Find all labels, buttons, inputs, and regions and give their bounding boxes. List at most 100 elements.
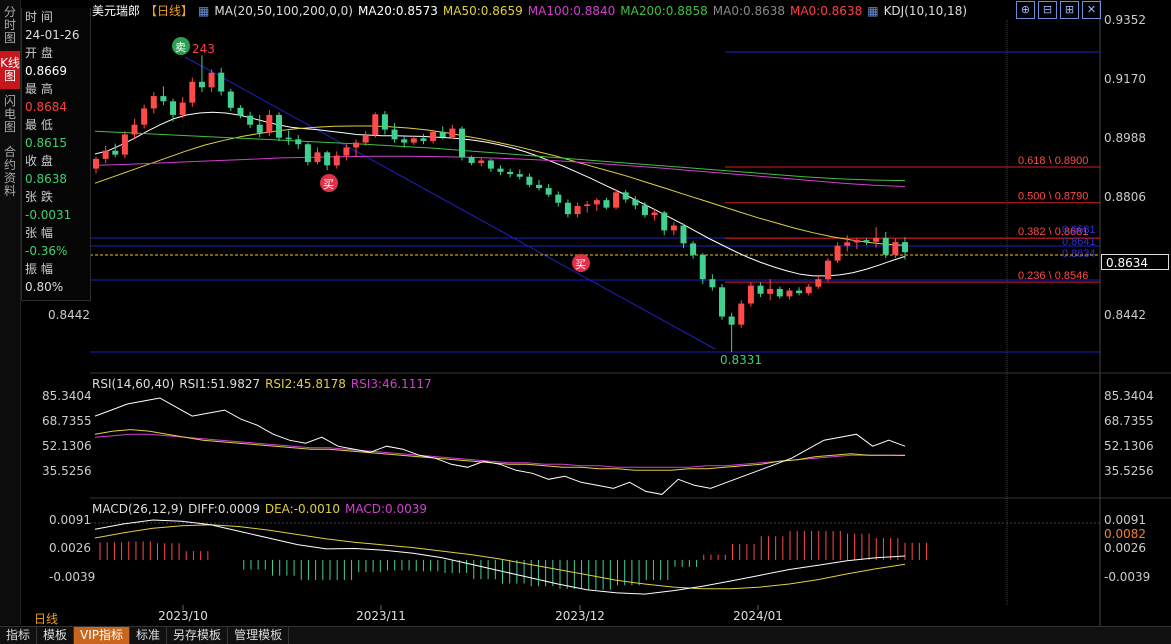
info-value: -0.0031 — [25, 208, 72, 222]
candle-body — [420, 138, 427, 141]
tab-contract[interactable]: 合约资料 — [3, 145, 16, 198]
candle-body — [680, 225, 687, 244]
kdj-label: KDJ(10,10,18) — [883, 4, 968, 18]
macd-tick: 0.0091 — [1104, 513, 1146, 527]
candle-body — [507, 171, 514, 175]
candle-body — [333, 155, 340, 166]
zoom-in-icon[interactable]: ⊞ — [1060, 1, 1079, 19]
candle-body — [536, 184, 543, 189]
candle-body — [719, 287, 726, 317]
period-label[interactable]: 日线 — [34, 612, 59, 626]
candle-body — [160, 96, 167, 102]
candle-body — [892, 242, 899, 255]
current-price-box: 0.8634 — [1101, 254, 1169, 270]
rsi-tick-left: 68.7355 — [42, 414, 92, 428]
diff-line — [94, 519, 906, 595]
candle-body — [141, 108, 148, 125]
info-label: 时 间 — [25, 10, 53, 24]
btab-indicator[interactable]: 指标 — [0, 627, 38, 644]
crosshair-icon[interactable]: ⊕ — [1016, 1, 1035, 19]
candle-body — [198, 81, 205, 88]
btab-save-template[interactable]: 另存模板 — [167, 627, 229, 644]
low-label: 0.8331 — [720, 353, 762, 367]
price-tick: 0.8806 — [1104, 190, 1146, 204]
candle-body — [324, 152, 331, 166]
candle-body — [641, 205, 648, 216]
sell-signal-text: 卖 — [175, 41, 186, 54]
chart-canvas: 0.618 \ 0.8900 0.500 \ 0.8790 0.382 \ 0.86… — [42, 0, 1171, 626]
candle-body — [824, 260, 831, 280]
candle-body — [709, 279, 716, 288]
candle-body — [613, 192, 620, 208]
tab-flash[interactable]: 闪电图 — [3, 94, 16, 134]
buy-signal-text: 买 — [323, 178, 334, 191]
rsi3-line — [94, 433, 906, 468]
candle-body — [844, 242, 851, 246]
candle-body — [690, 243, 697, 255]
tab-kline[interactable]: K线图 — [0, 51, 20, 89]
zoom-out-icon[interactable]: ⊟ — [1038, 1, 1057, 19]
rsi2-line — [94, 429, 906, 471]
info-label: 收 盘 — [25, 154, 53, 168]
btab-template[interactable]: 模板 — [37, 627, 75, 644]
candle-body — [555, 194, 562, 203]
macd-tick-left: -0.0039 — [49, 570, 95, 584]
candle-body — [526, 176, 533, 185]
diff-value: DIFF:0.0009 — [188, 502, 260, 516]
fib-blue-label: 0.8641 — [1062, 236, 1096, 248]
rsi3-value: RSI3:46.1117 — [350, 377, 432, 391]
candle-body — [516, 174, 523, 177]
rsi-tick: 52.1306 — [1104, 439, 1154, 453]
candle-body — [295, 139, 302, 145]
candle-body — [353, 142, 360, 148]
rsi-tick-left: 85.3404 — [42, 389, 92, 403]
candle-body — [834, 245, 841, 261]
rsi-header: RSI(14,60,40) RSI1:51.9827 RSI2:45.8178 RSI… — [92, 377, 437, 391]
info-label: 张 跌 — [25, 190, 53, 204]
candle-body — [670, 225, 677, 231]
ma-label: MA(20,50,100,200,0,0) — [214, 4, 353, 18]
candle-body — [622, 192, 629, 200]
price-tick: 0.8988 — [1104, 131, 1146, 145]
candle-body — [661, 212, 668, 231]
candle-body — [189, 81, 196, 103]
candle-body — [767, 288, 774, 294]
info-value: 24-01-26 — [25, 28, 80, 42]
price-tick: 0.8442 — [1104, 308, 1146, 322]
candle-body — [275, 114, 282, 138]
bottom-toolbar: 指标 模板 VIP指标 标准 另存模板 管理模板 — [0, 626, 1171, 644]
candle-body — [487, 160, 494, 169]
rsi-tick-left: 35.5256 — [42, 464, 92, 478]
buy-signal-text: 买 — [575, 258, 586, 271]
info-value: 0.8638 — [25, 172, 67, 186]
candle-body — [632, 199, 639, 206]
fib-label: 0.236 \ 0.8546 — [1018, 270, 1088, 282]
candle-body — [564, 202, 571, 215]
macd-current-box: 0.0082 — [1101, 527, 1170, 541]
macd-tick: -0.0039 — [1104, 570, 1150, 584]
candle-body — [603, 200, 610, 208]
btab-manage-template[interactable]: 管理模板 — [228, 627, 290, 644]
candle-body — [738, 303, 745, 325]
candle-body — [593, 200, 600, 205]
btab-vip[interactable]: VIP指标 — [74, 627, 131, 644]
close-icon[interactable]: ✕ — [1082, 1, 1101, 19]
ma200-line — [94, 130, 906, 182]
fib-label: 0.500 \ 0.8790 — [1018, 191, 1088, 203]
ma0b-value: MA0:0.8638 — [789, 4, 863, 18]
fib-blue-label: 0.8634 — [1062, 248, 1096, 260]
rsi-tick: 85.3404 — [1104, 389, 1154, 403]
candle-body — [805, 286, 812, 294]
rsi2-value: RSI2:45.8178 — [265, 377, 346, 391]
candle-body — [699, 254, 706, 280]
btab-standard[interactable]: 标准 — [130, 627, 168, 644]
candle-body — [776, 288, 783, 297]
candle-body — [304, 144, 311, 163]
ma20-value: MA20:0.8573 — [358, 4, 438, 18]
price-tick: 0.9170 — [1104, 72, 1146, 86]
candle-body — [121, 134, 128, 155]
tab-timeshare[interactable]: 分时图 — [3, 5, 16, 45]
info-value: 0.8615 — [25, 136, 67, 150]
candle-body — [372, 114, 379, 136]
price-tick: 0.9352 — [1104, 13, 1146, 27]
